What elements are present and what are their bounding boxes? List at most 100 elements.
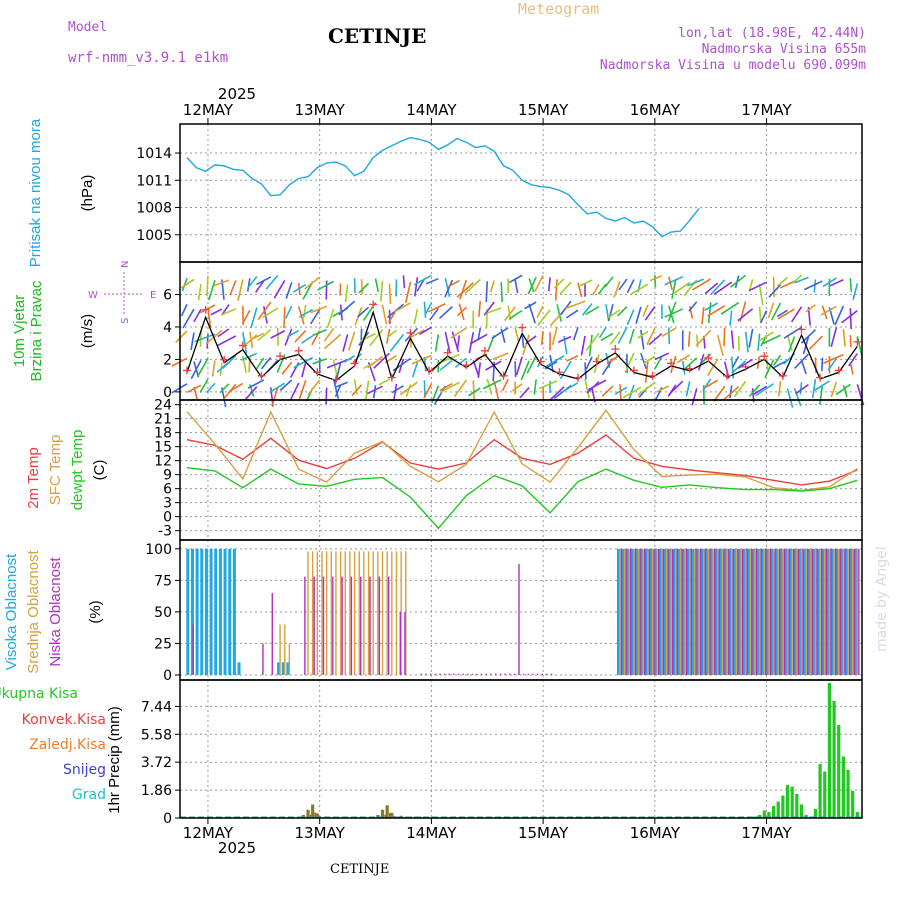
wind-arrow xyxy=(748,328,754,348)
wind-arrow xyxy=(670,355,677,374)
wind-arrow xyxy=(508,274,523,284)
precip-ytick-label: 5.58 xyxy=(141,727,172,743)
wind-arrow xyxy=(469,333,488,345)
cloud-bar-0 xyxy=(733,548,737,675)
wind-arrow xyxy=(551,326,558,346)
wind-arrow xyxy=(344,284,349,303)
wind-arrow xyxy=(585,305,600,316)
precip-ytick-label: 7.44 xyxy=(141,699,172,715)
wind-gust-marker xyxy=(387,373,396,382)
wind-arrow xyxy=(566,354,579,362)
wind-gust-marker xyxy=(331,375,340,384)
cloud-bar-0 xyxy=(761,548,765,675)
wind-arrow xyxy=(609,331,621,346)
cloud-bar-2 xyxy=(541,673,543,675)
wind-arrow xyxy=(197,357,209,377)
wind-arrow xyxy=(685,381,691,397)
cloud-bar-1 xyxy=(400,551,402,675)
cloud-bar-2 xyxy=(341,576,343,675)
temp-ytick-label: 15 xyxy=(154,440,172,456)
cloud-bar-1 xyxy=(810,548,812,675)
model-name: wrf-nmm_v3.9.1 e1km xyxy=(68,50,229,66)
wind-arrow xyxy=(604,276,614,288)
footer-station: CETINJE xyxy=(330,862,390,877)
wind-arrow xyxy=(447,279,460,288)
cloud-bar-0 xyxy=(654,548,658,675)
wind-arrow xyxy=(707,302,712,324)
wind-arrow xyxy=(730,330,735,349)
wind-arrow xyxy=(753,385,767,395)
wind-arrow xyxy=(565,309,579,319)
wind-arrow xyxy=(304,276,321,290)
cloud-bar-2 xyxy=(448,673,450,675)
date-label-bottom: 17MAY xyxy=(741,824,792,842)
wind-arrow xyxy=(772,359,788,369)
wind-arrow xyxy=(577,282,583,298)
cloud-ytick-label: 75 xyxy=(154,573,172,589)
wind-arrow xyxy=(453,379,467,398)
wind-arrow xyxy=(748,384,761,398)
wind-arrow xyxy=(707,305,726,317)
wind-arrow xyxy=(704,282,719,295)
wind-arrow xyxy=(392,357,411,372)
cloud-bar-2 xyxy=(690,548,692,675)
cloud-bar-0 xyxy=(784,548,788,675)
wind-arrow xyxy=(799,382,803,395)
wind-arrow xyxy=(181,277,188,292)
cloud-bar-1 xyxy=(777,548,779,675)
wind-arrow xyxy=(281,361,293,375)
wind-arrow xyxy=(607,304,614,321)
wind-arrow xyxy=(501,378,509,392)
precip-bar xyxy=(813,809,818,818)
wind-arrow xyxy=(553,278,565,289)
cloud-bar-0 xyxy=(849,548,853,675)
cloud-bar-2 xyxy=(704,548,706,675)
wind-arrow xyxy=(186,384,202,393)
cloud-bar-1 xyxy=(386,551,388,675)
precip-bar xyxy=(855,812,859,818)
wind-arrow xyxy=(713,281,733,295)
cloud-bar-2 xyxy=(527,673,530,675)
wind-gust-marker xyxy=(685,364,694,373)
wind-arrow xyxy=(293,356,314,369)
wind-arrow xyxy=(584,378,590,399)
cloud-bar-2 xyxy=(685,548,688,675)
wind-gust-marker xyxy=(238,341,247,350)
wind-arrow xyxy=(800,359,807,375)
precip-conv-bar xyxy=(309,814,312,818)
wind-arrow xyxy=(565,300,586,310)
cloud-bar-2 xyxy=(495,673,497,675)
date-label-top: 14MAY xyxy=(406,101,457,119)
wind-arrow xyxy=(257,328,272,342)
cloud-bar-0 xyxy=(775,548,779,675)
wind-arrow xyxy=(388,283,392,305)
precip-bar xyxy=(385,805,389,818)
wind-gust-marker xyxy=(425,366,434,375)
pressure-unit: (hPa) xyxy=(79,175,96,212)
wind-arrow xyxy=(730,274,747,288)
cloud-bar-1 xyxy=(288,643,291,675)
cloud-bar-2 xyxy=(667,548,669,675)
wind-arrow xyxy=(332,359,338,376)
precip-bar xyxy=(818,764,822,818)
wind-arrow xyxy=(491,327,509,340)
cloud-bar-1 xyxy=(693,548,696,675)
wind-arrow xyxy=(256,276,272,286)
wind-arrow xyxy=(444,331,451,354)
wind-arrow xyxy=(841,309,858,324)
cloud-bar-0 xyxy=(200,548,204,675)
cloud-bar-2 xyxy=(536,673,539,675)
wind-arrow xyxy=(591,284,600,296)
wind-arrow xyxy=(285,282,293,299)
cloud-bar-2 xyxy=(769,548,772,675)
wind-arrow xyxy=(559,281,572,295)
wind-arrow xyxy=(648,333,663,346)
wind-arrow xyxy=(515,356,523,376)
temp-ytick-label: 24 xyxy=(154,398,172,414)
cloud-bar-1 xyxy=(395,551,398,675)
wind-arrow xyxy=(842,384,848,398)
wind-arrow xyxy=(405,384,412,398)
wind-arrow xyxy=(642,304,649,317)
cloud-bar-1 xyxy=(349,551,351,675)
wind-arrow xyxy=(411,362,419,378)
